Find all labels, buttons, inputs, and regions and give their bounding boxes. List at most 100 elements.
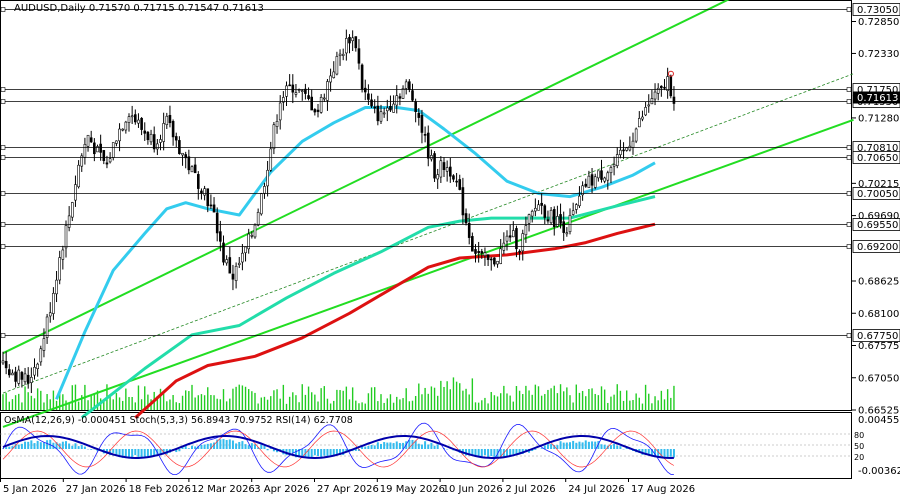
x-date-label: 12 Mar 2026 [191, 484, 254, 495]
osma-bar [112, 449, 115, 453]
candle-body [448, 166, 452, 177]
osma-bar [124, 449, 127, 458]
osma-bar [65, 441, 67, 449]
osma-bar [518, 449, 521, 454]
price-level-label: 0.70810 [857, 143, 898, 154]
level-handle-right [846, 99, 852, 104]
candle-body [181, 152, 184, 156]
candle-body [338, 53, 342, 57]
candles [1, 29, 676, 394]
candle-body [149, 133, 153, 143]
osma-bar [225, 440, 228, 449]
osma-bar [565, 442, 568, 449]
osma-bar [143, 449, 146, 458]
osma-bar [669, 449, 672, 457]
osma-bar [24, 441, 27, 449]
candle-body [672, 96, 676, 104]
candle-body [489, 258, 493, 261]
osma-bar [80, 445, 83, 449]
x-date-label: 3 Apr 2026 [254, 484, 309, 495]
candle-body [584, 183, 588, 187]
current-price-label: 0.71613 [857, 93, 898, 104]
candle-body [241, 252, 244, 263]
candle-body [310, 96, 314, 111]
osma-bar [546, 444, 549, 449]
candle-body [436, 174, 440, 180]
osma-bar [128, 449, 130, 459]
osma-bar [121, 449, 124, 459]
osma-bar [42, 442, 45, 449]
candle-body [282, 97, 285, 103]
osma-bar [146, 449, 149, 458]
osma-bar [543, 445, 546, 449]
candle-body [247, 233, 250, 250]
osma-bar [153, 449, 156, 457]
level-handle-left [0, 155, 6, 160]
candle-body [417, 112, 421, 118]
osma-bar [332, 449, 335, 457]
candle-body [193, 164, 197, 174]
candle-body [581, 185, 584, 196]
osma-bar [320, 449, 323, 458]
x-date-label: 18 Feb 2026 [129, 484, 191, 495]
candle-body [259, 193, 263, 215]
candle-body [159, 139, 162, 143]
candle-body [619, 149, 622, 156]
candle-body [587, 175, 591, 188]
osma-bar [52, 442, 55, 449]
candle-body [58, 257, 62, 281]
osma-bar [269, 447, 272, 449]
osma-bar [178, 449, 181, 452]
candle-body [134, 114, 137, 123]
osma-bar [465, 449, 468, 456]
osma-bar [159, 449, 162, 454]
indicator-axis-top: 0.0045522 [858, 415, 900, 426]
candle-body [530, 210, 534, 217]
candle-body [86, 134, 90, 147]
candle-body [130, 115, 134, 118]
candle-body [647, 104, 651, 107]
candle-body [45, 316, 49, 338]
osma-bar [559, 441, 562, 449]
candle-body [600, 170, 603, 180]
level-handle-right [846, 333, 852, 338]
candle-body [222, 242, 225, 263]
osma-bar [433, 445, 436, 449]
candle-body [669, 75, 673, 97]
candle-body [382, 112, 386, 115]
osma-bar [294, 449, 297, 458]
candle-body [304, 88, 307, 94]
osma-bar [191, 445, 193, 449]
candle-body [442, 162, 446, 170]
candle-body [42, 338, 46, 351]
candle-body [225, 259, 228, 264]
candle-body [127, 116, 131, 123]
price-level-label: 0.69550 [857, 220, 898, 231]
osma-bar [257, 447, 260, 449]
osma-bar [600, 444, 603, 449]
candle-body [452, 175, 455, 180]
candle-body [455, 180, 458, 183]
osma-bar [540, 448, 543, 449]
osma-bar [291, 449, 294, 454]
level-handle-left [0, 244, 6, 249]
osma-bar [354, 449, 357, 451]
candle-body [190, 166, 194, 173]
osma-bar [304, 449, 307, 457]
osma-bar [487, 449, 490, 458]
osma-bar [317, 449, 319, 457]
candle-body [379, 111, 383, 122]
osma-bar [197, 446, 200, 449]
level-handle-left [0, 333, 6, 338]
candle-body [332, 71, 336, 78]
osma-bar [427, 444, 430, 449]
candle-body [518, 250, 521, 253]
candle-body [23, 373, 27, 383]
candle-body [203, 188, 206, 196]
candle-body [660, 85, 663, 89]
candle-body [71, 202, 74, 218]
osma-bar [408, 439, 411, 449]
candle-body [319, 97, 323, 113]
candle-body [471, 236, 474, 252]
osma-bar [247, 445, 250, 449]
